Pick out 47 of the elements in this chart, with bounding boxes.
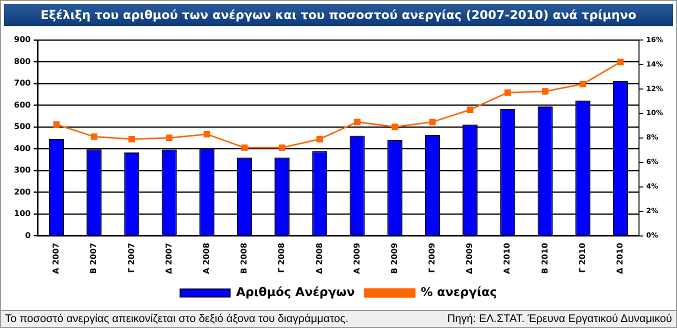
legend-label: % ανεργίας: [420, 285, 497, 300]
point: [278, 144, 286, 151]
text: Πηγή: ΕΛ.ΣΤΑΤ. Έρευνα Εργατικού Δυναμικού: [447, 312, 672, 327]
y-tick-label: 300: [14, 166, 32, 175]
text: Το ποσοστό ανεργίας απεικονίζεται στο δεξιό άξονα του διαγράμματος.: [5, 312, 349, 327]
y-tick-label: 700: [14, 78, 32, 88]
x-tick-label: Α 2009: [352, 242, 362, 274]
x-tick-label: Γ 2008: [277, 242, 286, 273]
x-tick-label: Α 2007: [52, 242, 61, 274]
y-tick-label: 400: [14, 144, 32, 153]
point: [128, 136, 135, 142]
x-tick-label: Β 2008: [240, 242, 249, 274]
point: [466, 106, 474, 113]
x-tick-label: Β 2009: [390, 242, 399, 274]
x-tick-label: Α 2010: [502, 242, 512, 274]
x-tick-label: Γ 2009: [428, 242, 437, 273]
point: [53, 121, 60, 128]
point: [429, 118, 436, 126]
x-tick-label: Γ 2010: [578, 242, 587, 273]
point: [354, 118, 360, 126]
legend-label: Αριθμός Ανέργων: [236, 285, 355, 300]
y-tick-label: 900: [14, 35, 32, 44]
y-tick-label: 0: [25, 230, 32, 240]
x-tick-label: Β 2007: [89, 242, 98, 274]
point: [166, 134, 173, 142]
chart-title: Εξέλιξη του αριθμού των ανέργων και του ποσοστού ανεργίας (2007-2010) ανά τρίμηνο: [4, 4, 673, 26]
point: [316, 136, 323, 142]
point: [617, 58, 624, 66]
point: [580, 80, 586, 88]
y-tick-label: 800: [14, 56, 32, 66]
y-tick-label: 500: [14, 122, 32, 132]
point: [504, 89, 511, 96]
x-tick-label: Δ 2007: [164, 242, 174, 274]
point: [241, 144, 248, 151]
x-tick-label: Δ 2008: [314, 242, 324, 274]
x-tick-label: Δ 2009: [465, 242, 474, 274]
point: [542, 88, 548, 95]
y-tick-label: 200: [14, 187, 32, 196]
point: [90, 133, 98, 140]
x-tick-label: Γ 2007: [126, 242, 136, 273]
point: [392, 124, 398, 130]
x-tick-label: Α 2008: [202, 242, 211, 274]
x-tick-label: Β 2010: [540, 242, 550, 274]
y-tick-label: 600: [14, 100, 32, 110]
point: [204, 130, 210, 138]
x-tick-label: Δ 2010: [616, 242, 625, 274]
y-tick-label: 100: [14, 209, 32, 218]
